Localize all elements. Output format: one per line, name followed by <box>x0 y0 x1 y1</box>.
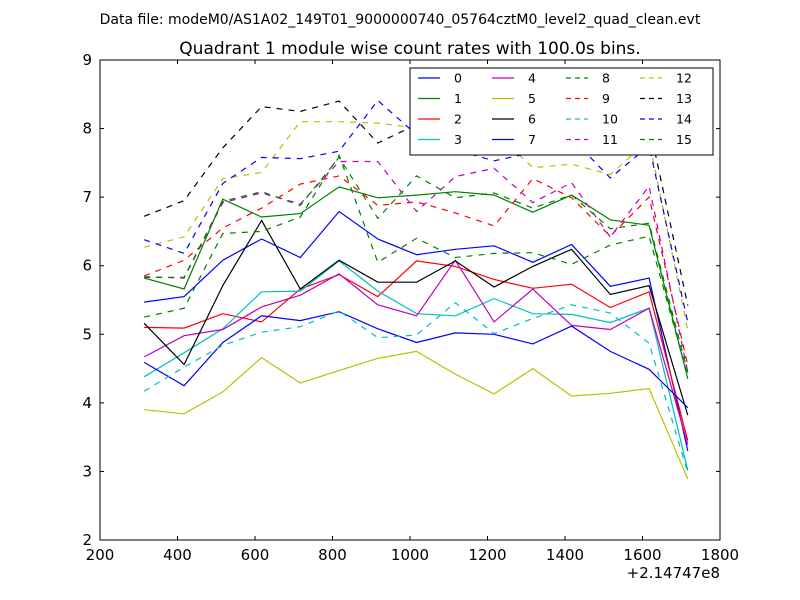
x-tick-label: 800 <box>318 546 347 564</box>
legend-label-7: 7 <box>528 132 536 147</box>
y-tick-label: 6 <box>82 257 92 275</box>
axis-ticks: 200 400 600 800 1000 1200 1400 1600 1800 2 3 4 5 6 7 8 9 <box>82 51 739 564</box>
x-tick-label: 1400 <box>546 546 584 564</box>
series-line-10 <box>143 301 689 473</box>
x-tick-label: 1200 <box>468 546 506 564</box>
legend-label-4: 4 <box>528 71 536 86</box>
legend-label-10: 10 <box>602 112 618 127</box>
series-line-3 <box>143 260 689 471</box>
x-tick-label: 400 <box>163 546 192 564</box>
legend-label-15: 15 <box>676 132 692 147</box>
x-axis-offset-label: +2.14747e8 <box>627 564 720 582</box>
y-tick-label: 9 <box>82 51 92 69</box>
legend-label-9: 9 <box>602 91 610 106</box>
series-line-7 <box>143 311 689 409</box>
y-tick-label: 8 <box>82 120 92 138</box>
y-tick-label: 5 <box>82 325 92 343</box>
x-tick-label: 1600 <box>623 546 661 564</box>
legend-label-6: 6 <box>528 112 536 127</box>
series-line-4 <box>143 259 689 445</box>
series-line-9 <box>143 175 689 366</box>
x-tick-label: 1800 <box>701 546 739 564</box>
plot-area <box>143 90 689 480</box>
series-line-5 <box>144 350 689 480</box>
series-line-1 <box>144 186 689 380</box>
legend-label-0: 0 <box>454 71 462 86</box>
y-tick-label: 2 <box>82 531 92 549</box>
chart-title: Quadrant 1 module wise count rates with … <box>179 39 640 59</box>
legend-label-14: 14 <box>676 112 692 127</box>
legend-box <box>409 67 714 156</box>
series-line-15 <box>144 156 689 373</box>
y-tick-label: 3 <box>82 462 92 480</box>
legend-label-13: 13 <box>676 91 692 106</box>
legend-label-11: 11 <box>602 132 618 147</box>
legend-label-12: 12 <box>676 71 692 86</box>
figure-suptitle: Data file: modeM0/AS1A02_149T01_90000007… <box>100 12 701 28</box>
series-line-8 <box>144 153 689 377</box>
x-tick-label: 200 <box>86 546 115 564</box>
legend-label-8: 8 <box>602 71 610 86</box>
series-line-11 <box>144 160 689 373</box>
legend-label-5: 5 <box>528 91 536 106</box>
y-tick-label: 7 <box>82 188 92 206</box>
x-tick-label: 1000 <box>391 546 429 564</box>
series-line-12 <box>144 121 689 331</box>
series-line-6 <box>143 219 689 416</box>
series-line-0 <box>144 210 689 452</box>
legend-label-1: 1 <box>454 91 462 106</box>
y-tick-label: 4 <box>82 394 92 412</box>
x-tick-label: 600 <box>241 546 270 564</box>
legend-label-3: 3 <box>454 132 462 147</box>
legend-label-2: 2 <box>454 112 462 127</box>
